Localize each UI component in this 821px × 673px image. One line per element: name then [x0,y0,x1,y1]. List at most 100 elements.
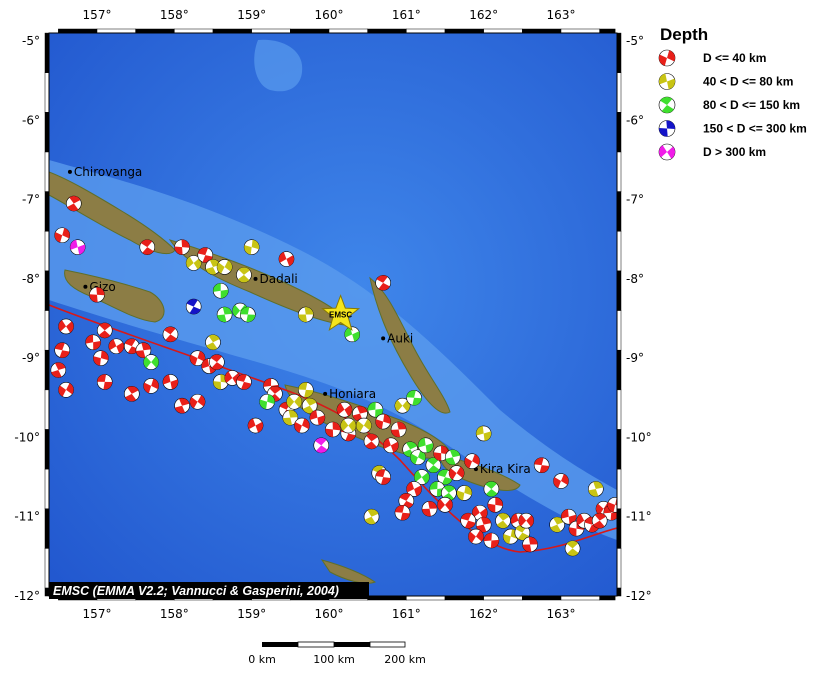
focal-mechanism [417,437,434,454]
lat-tick-label-right: -7° [626,193,644,207]
focal-mechanism [352,405,368,422]
focal-mechanism [468,528,484,545]
lon-tick-label-bottom: 159° [237,607,266,621]
focal-mechanism [425,457,442,473]
focal-mechanism [50,362,67,378]
focal-mechanism [448,465,465,481]
frame-segment-bottom [406,595,446,601]
focal-mechanism [309,409,326,426]
place-label: Auki [387,331,413,345]
focal-mechanism [212,282,229,299]
frame-segment-left [44,310,50,351]
lon-tick-label-top: 158° [160,8,189,22]
frame-segment-right [616,32,622,73]
focal-mechanism [224,370,241,386]
focal-mechanism [301,397,318,414]
focal-mechanism [394,504,411,521]
frame-segment-right [616,231,622,272]
frame-segment-right [616,112,622,153]
focal-mechanism [533,457,550,473]
focal-mechanism [375,413,391,430]
place-label: Chirovanga [74,165,142,179]
focal-mechanism [313,437,330,454]
focal-mechanism [587,481,604,497]
focal-mechanism [375,469,391,485]
frame-segment-left [44,151,50,192]
frame-segment-left [44,72,50,113]
frame-segment-top [174,28,214,34]
focal-mechanism [336,401,353,418]
legend-label: 150 < D <= 300 km [703,122,807,136]
focal-mechanism [189,393,206,410]
frame-segment-top [483,28,523,34]
frame-segment-right [616,310,622,351]
legend-swatch [658,120,676,137]
place-marker [381,336,386,341]
lat-tick-label-right: -5° [626,34,644,48]
focal-mechanism [189,350,206,366]
focal-mechanism [549,516,565,533]
frame-segment-top [599,28,616,34]
frame-segment-top [58,28,98,34]
focal-mechanism [355,417,372,434]
lon-tick-label-bottom: 162° [469,607,498,621]
frame-segment-left [44,468,50,510]
focal-mechanism [174,239,190,255]
focal-mechanism [197,247,214,263]
focal-mechanism [495,512,511,529]
focal-mechanism [162,326,179,343]
frame-segment-left [44,231,50,272]
lat-tick-label-right: -8° [626,272,644,286]
lat-tick-label-right: -11° [626,510,652,524]
lon-tick-label-top: 161° [392,8,421,22]
place-marker [67,169,72,174]
focal-mechanism [487,497,504,513]
focal-mechanism [340,417,357,434]
focal-mechanism [471,504,488,521]
credit-box [49,582,369,599]
place-marker [83,284,88,289]
lat-tick-label-left: -8° [22,272,40,286]
frame-segment-top [406,28,446,34]
frame-segment-left [44,548,50,589]
focal-mechanism [96,374,113,390]
legend-label: D <= 40 km [703,51,766,65]
frame-segment-right [616,389,622,430]
focal-mechanism [460,512,477,529]
frame-segment-top [444,28,484,34]
legend-items: D <= 40 km 40 < D <= 80 km 80 < D <= 150 k… [658,49,807,161]
frame-segment-left [44,112,50,153]
frame-segment-top [251,28,291,34]
frame-segment-left [44,32,50,73]
place-label: Dadali [260,272,298,286]
lon-tick-label-top: 159° [237,8,266,22]
epicenter-star [321,294,361,332]
focal-mechanism [553,473,569,489]
frame-segment-right [616,151,622,192]
focal-mechanism [607,497,617,513]
lat-tick-label-left: -5° [22,34,40,48]
focal-mechanism [367,401,384,418]
lat-tick-label-right: -9° [626,351,644,365]
frame-segment-bottom [367,595,407,601]
island-new-georgia [64,269,165,323]
focal-mechanism [66,195,82,212]
frame-segment-right [616,349,622,391]
focal-mechanism [591,512,608,529]
frame-segment-bottom [483,595,523,601]
focal-mechanism [216,306,233,323]
scale-segment-3 [334,642,370,647]
focal-mechanism [286,393,303,410]
focal-mechanism [390,421,407,438]
place-marker [253,276,258,281]
focal-mechanism [294,417,310,434]
focal-mechanism [437,497,453,513]
focal-mechanism [236,374,252,390]
frame-segment-top [560,28,600,34]
focal-mechanism [162,374,179,390]
focal-mechanisms-layer [50,195,617,557]
frame-segment-bottom [444,595,484,601]
focal-mechanism [247,417,264,434]
focal-mechanism [325,421,341,438]
